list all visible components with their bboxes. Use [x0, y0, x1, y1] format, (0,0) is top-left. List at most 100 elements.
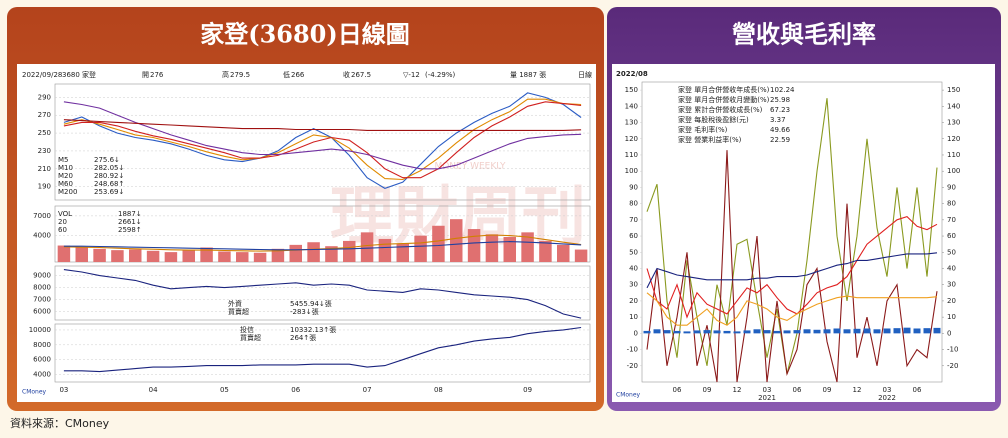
x-tick-label: 09 [523, 386, 532, 394]
y-tick-label: 60 [629, 232, 638, 240]
series-line [646, 292, 938, 326]
legend-name: 家登 單月合併營收年成長(%) [678, 85, 770, 94]
legend-name: 投信 [240, 325, 254, 334]
watermark-sub: MONEY WEEKLY [434, 162, 506, 172]
bar [843, 329, 851, 334]
y-tick-label: 140 [625, 102, 638, 110]
bar [833, 328, 841, 334]
y-tick-label: 8000 [33, 341, 51, 349]
legend-name: 家登 營業利益率(%) [678, 135, 742, 144]
legend-value: 10332.13↑張 [290, 326, 336, 334]
y-tick-label: 210 [38, 165, 51, 173]
bar [663, 330, 671, 334]
left-title: 家登(3680)日線圖 [200, 20, 410, 49]
series-line [63, 101, 582, 170]
bar [414, 235, 427, 262]
bar [271, 248, 285, 262]
x-year-label: 2021 [758, 394, 776, 402]
legend-name: VOL [58, 210, 72, 218]
bar [164, 252, 178, 262]
y2-tick-label: 80 [947, 200, 956, 208]
x-tick-label: 03 [763, 386, 772, 394]
y2-tick-label: 100 [947, 167, 960, 175]
series-line [63, 92, 582, 190]
bar [753, 329, 761, 334]
bar [913, 328, 921, 334]
note-value: -283↓張 [290, 308, 319, 316]
y2-tick-label: 50 [947, 248, 956, 256]
x-tick-label: 04 [149, 386, 158, 394]
x-year-label: 2022 [878, 394, 896, 402]
y-tick-label: 9000 [33, 272, 51, 280]
y-tick-label: 8000 [33, 284, 51, 292]
y-tick-label: 250 [38, 129, 51, 137]
legend-name: 60 [58, 226, 67, 234]
bar [129, 249, 142, 262]
bar [200, 247, 213, 262]
y-tick-label: 7000 [33, 296, 51, 304]
y-tick-label: 20 [629, 297, 638, 305]
bar [723, 330, 731, 334]
bar [903, 327, 911, 334]
bar [743, 330, 751, 334]
left-chart-bg [17, 64, 596, 402]
bar [853, 328, 861, 334]
legend-value: 2598↑ [118, 226, 142, 234]
y-tick-label: 10000 [29, 326, 51, 334]
x-tick-label: 06 [793, 386, 802, 394]
source: 資料來源：CMoney [10, 416, 110, 430]
bar [111, 250, 124, 262]
y2-tick-label: 70 [947, 216, 956, 224]
series-line [63, 241, 582, 251]
y-tick-label: 230 [38, 147, 51, 155]
legend-name: M5 [58, 156, 69, 164]
series-line [63, 119, 582, 131]
bar [289, 244, 302, 262]
legend-name: M60 [58, 180, 73, 188]
y-tick-label: 90 [629, 183, 638, 191]
bar [763, 330, 771, 334]
quote-high-label: 高 [222, 70, 229, 79]
bar [218, 251, 231, 262]
y-tick-label: 6000 [33, 356, 51, 364]
quote-low-label: 低 [283, 70, 290, 79]
plot-frame [54, 265, 591, 321]
x-tick-label: 06 [291, 386, 300, 394]
y2-tick-label: 10 [947, 313, 956, 321]
y-tick-label: 7000 [33, 212, 51, 220]
y2-tick-label: 90 [947, 183, 956, 191]
plot-frame [54, 205, 591, 263]
series-line [63, 269, 582, 319]
legend-name: M10 [58, 164, 73, 172]
y-tick-label: -10 [627, 346, 638, 354]
x-tick-label: 06 [673, 386, 682, 394]
y2-tick-label: 20 [947, 297, 956, 305]
bar [93, 248, 106, 262]
bar [503, 236, 516, 262]
bar [146, 250, 160, 262]
quote-low: 266 [291, 71, 305, 79]
y2-tick-label: 150 [947, 86, 960, 94]
bar [893, 328, 901, 334]
x-tick-label: 03 [59, 386, 68, 394]
bar [683, 331, 691, 334]
bar [653, 329, 661, 334]
y-tick-label: 70 [629, 216, 638, 224]
quote-change-pct: (-4.29%) [425, 71, 455, 79]
bar [793, 330, 801, 334]
series-line [646, 215, 938, 319]
bar [539, 240, 552, 262]
y2-tick-label: 120 [947, 135, 960, 143]
y-tick-label: 290 [38, 93, 51, 101]
y-tick-label: 0 [634, 329, 638, 337]
y-tick-label: 50 [629, 248, 638, 256]
y-tick-label: 120 [625, 135, 638, 143]
bar [325, 246, 338, 262]
y-tick-label: 6000 [33, 308, 51, 316]
legend-name: 家登 毛利率(%) [678, 125, 728, 134]
plot-frame [54, 323, 591, 383]
y-tick-label: 4000 [33, 232, 51, 240]
note-value: 264↑張 [290, 334, 316, 342]
bar [75, 247, 88, 262]
